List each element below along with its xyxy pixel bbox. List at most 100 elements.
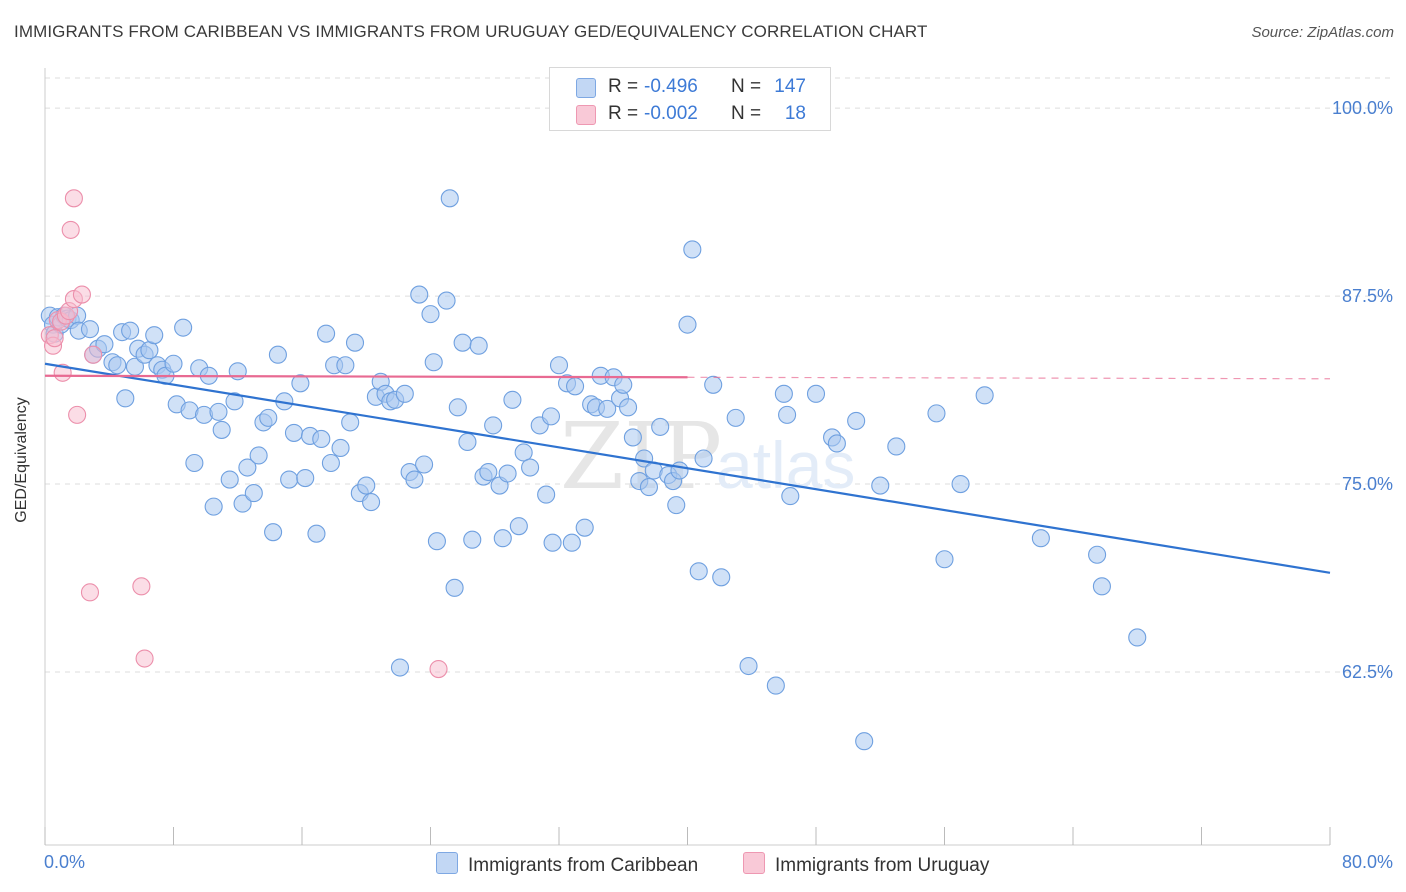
legend-swatch-caribbean — [576, 78, 596, 98]
source-credit: Source: ZipAtlas.com — [1251, 24, 1394, 41]
caribbean-point — [321, 453, 340, 473]
uruguay-point — [72, 285, 91, 304]
uruguay-point — [64, 189, 83, 208]
uruguay-point — [429, 659, 448, 679]
caribbean-point — [975, 386, 994, 405]
uruguay-point — [84, 345, 103, 364]
caribbean-point — [312, 429, 331, 448]
caribbean-point — [108, 356, 127, 375]
caribbean-point — [424, 353, 443, 372]
series-legend-caribbean: Immigrants from Caribbean — [436, 852, 698, 877]
caribbean-point — [521, 458, 540, 477]
caribbean-point — [233, 494, 252, 513]
caribbean-point — [689, 562, 708, 581]
caribbean-point — [259, 408, 278, 427]
y-axis-label: GED/Equivalency — [13, 397, 30, 523]
caribbean-point — [619, 398, 638, 417]
uruguay-trend-line — [44, 374, 688, 379]
caribbean-point — [1088, 545, 1107, 564]
caribbean-point — [651, 417, 670, 436]
uruguay-point — [53, 363, 72, 382]
caribbean-point — [204, 497, 223, 516]
caribbean-point — [469, 336, 488, 355]
caribbean-point — [678, 315, 697, 334]
caribbean-point — [116, 389, 135, 408]
caribbean-point — [437, 291, 456, 310]
caribbean-point — [284, 423, 304, 442]
caribbean-point — [463, 530, 482, 549]
caribbean-point — [514, 443, 533, 462]
caribbean-point — [244, 484, 263, 503]
caribbean-point — [871, 476, 890, 495]
x-tick-max: 80.0% — [1341, 852, 1393, 872]
caribbean-point — [145, 326, 164, 345]
caribbean-point — [164, 354, 183, 373]
series-legend-uruguay: Immigrants from Uruguay — [743, 852, 989, 877]
legend-n-label: N = — [731, 103, 762, 124]
caribbean-point — [667, 496, 686, 515]
caribbean-point — [280, 470, 299, 489]
caribbean-series-label: Immigrants from Caribbean — [468, 855, 699, 876]
caribbean-point — [140, 341, 159, 360]
caribbean-point — [887, 437, 906, 456]
caribbean-point — [537, 485, 556, 504]
caribbean-point — [174, 318, 193, 337]
caribbean-point — [543, 533, 562, 552]
caribbean-point — [296, 468, 315, 488]
caribbean-point — [855, 732, 874, 751]
caribbean-point — [806, 384, 826, 403]
caribbean-point — [614, 375, 633, 394]
caribbean-point — [694, 449, 713, 468]
y-tick-label: 75.0% — [1342, 474, 1393, 494]
trend-lines — [44, 362, 1331, 574]
caribbean-point — [498, 464, 517, 483]
x-axis — [44, 68, 1331, 846]
caribbean-point — [827, 434, 846, 453]
y-tick-labels: 100.0% 87.5% 75.0% 62.5% — [1332, 98, 1393, 682]
caribbean-point — [405, 470, 424, 489]
caribbean-point — [345, 333, 365, 352]
caribbean-point — [421, 305, 440, 324]
uruguay-point — [45, 329, 64, 348]
caribbean-point — [509, 517, 528, 536]
caribbean-point — [453, 333, 472, 352]
correlation-legend: R = -0.496 N = 147 R = -0.002 N = 18 — [549, 67, 831, 131]
caribbean-point — [781, 487, 800, 506]
caribbean-point — [445, 578, 464, 597]
caribbean-point — [209, 402, 228, 421]
uruguay-trend-extension — [687, 376, 1331, 380]
caribbean-swatch — [436, 852, 458, 874]
caribbean-point — [541, 407, 561, 426]
caribbean-point — [766, 676, 785, 695]
caribbean-point — [739, 656, 758, 676]
caribbean-point — [726, 408, 745, 427]
caribbean-point — [212, 420, 231, 439]
caribbean-point — [1092, 577, 1111, 596]
caribbean-point — [336, 356, 355, 375]
uruguay-point — [132, 577, 151, 596]
legend-n-value-caribbean: 147 — [774, 76, 806, 97]
x-tick-min: 0.0% — [44, 852, 86, 872]
caribbean-point — [307, 524, 326, 543]
y-tick-label: 87.5% — [1342, 286, 1393, 306]
uruguay-point — [61, 220, 80, 239]
caribbean-point — [847, 411, 866, 430]
caribbean-point — [458, 432, 477, 451]
caribbean-point — [479, 462, 498, 482]
caribbean-point — [575, 518, 594, 537]
caribbean-point — [927, 404, 946, 423]
caribbean-point — [415, 455, 434, 474]
caribbean-point — [268, 345, 287, 364]
caribbean-point — [484, 416, 503, 435]
legend-r-value-uruguay: -0.002 — [644, 103, 698, 124]
chart-title: IMMIGRANTS FROM CARIBBEAN VS IMMIGRANTS … — [14, 22, 928, 41]
caribbean-point — [80, 320, 100, 339]
y-tick-label: 62.5% — [1342, 662, 1393, 682]
caribbean-point — [264, 523, 283, 542]
uruguay-swatch — [743, 852, 765, 874]
caribbean-point — [291, 374, 310, 393]
uruguay-point — [135, 649, 154, 668]
caribbean-point — [95, 335, 114, 354]
caribbean-point — [562, 533, 581, 552]
legend-n-label: N = — [731, 76, 762, 97]
